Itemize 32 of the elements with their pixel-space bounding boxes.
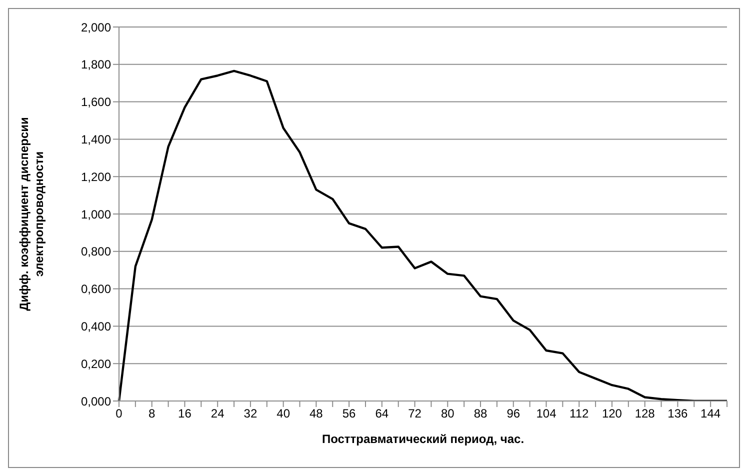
x-tick-label: 56 <box>342 406 356 421</box>
x-tick-label: 88 <box>474 406 488 421</box>
x-tick-label: 0 <box>116 406 123 421</box>
x-tick-label: 72 <box>408 406 422 421</box>
x-tick-label: 144 <box>700 406 721 421</box>
y-tick-label: 1,200 <box>80 170 112 184</box>
x-tick-label: 8 <box>148 406 156 421</box>
y-tick-label: 0,000 <box>80 394 112 408</box>
y-tick-label: 0,200 <box>80 356 112 371</box>
x-tick-label: 136 <box>668 406 688 421</box>
x-tick-label: 104 <box>536 406 557 421</box>
x-tick-label: 16 <box>178 406 192 421</box>
y-tick-label: 0,600 <box>80 282 112 296</box>
x-tick-label: 40 <box>276 406 290 421</box>
x-axis-title: Посттравматический период, час. <box>322 432 524 446</box>
y-tick-label: 1,600 <box>80 95 112 110</box>
y-tick-label: 0,800 <box>80 244 112 259</box>
y-tick-label: 1,400 <box>80 132 112 146</box>
x-tick-label: 128 <box>634 406 656 421</box>
y-tick-label: 1,000 <box>80 207 112 222</box>
y-tick-label: 2,000 <box>80 20 112 34</box>
x-tick-label: 24 <box>210 406 225 421</box>
x-tick-label: 120 <box>602 406 622 421</box>
x-tick-label: 96 <box>506 406 520 421</box>
x-tick-label: 32 <box>244 406 258 421</box>
x-tick-label: 112 <box>570 406 589 421</box>
y-axis-title: Дифф. коэффициент дисперсии электропроводности <box>17 117 46 311</box>
x-tick-label: 48 <box>310 406 324 421</box>
x-tick-label: 64 <box>375 406 389 421</box>
y-tick-label: 1,800 <box>80 58 112 72</box>
x-tick-label: 80 <box>440 406 455 421</box>
y-tick-label: 0,400 <box>80 319 112 334</box>
